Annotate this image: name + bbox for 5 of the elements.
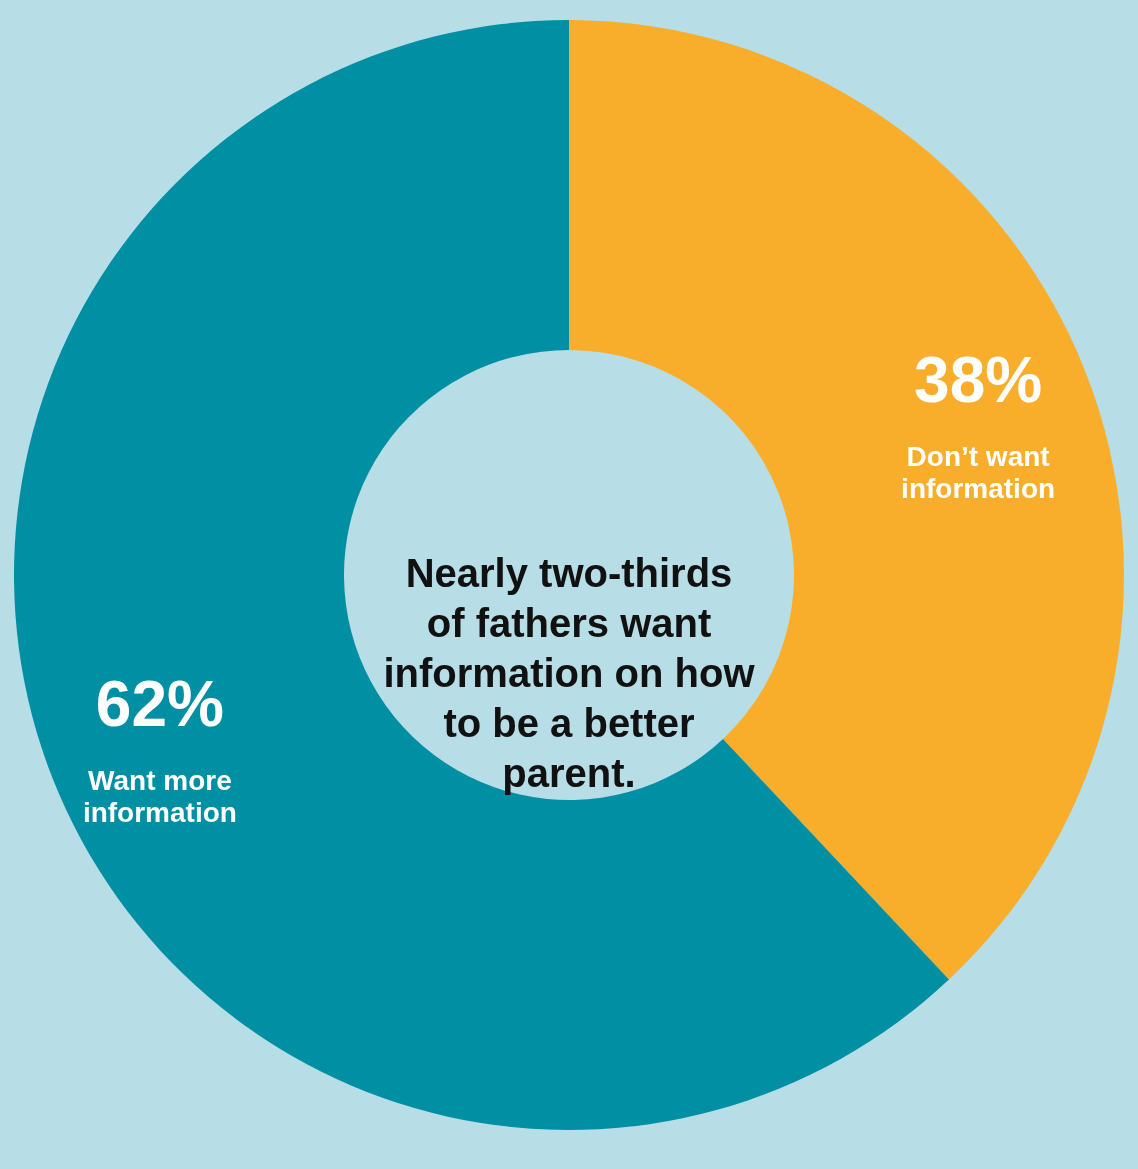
slice-label: Want more information — [82, 764, 237, 828]
text: Nearly two-thirds of fathers want information on how to be a better parent. — [383, 551, 756, 795]
data-label: 62% — [95, 667, 224, 740]
slice-label: Don’t want information — [901, 441, 1056, 505]
data-label: 38% — [914, 344, 1043, 417]
